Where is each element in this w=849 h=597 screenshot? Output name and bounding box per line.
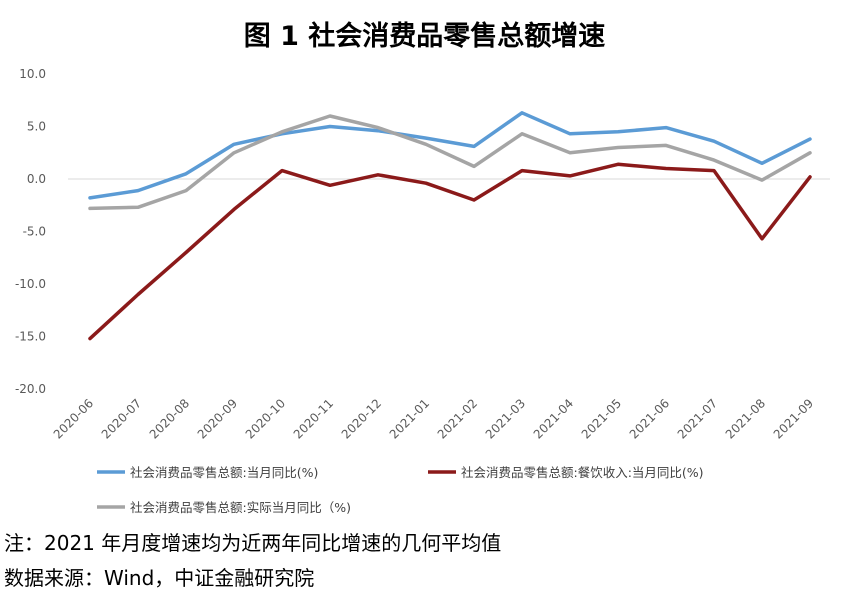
legend: 社会消费品零售总额:当月同比(%) 社会消费品零售总额:餐饮收入:当月同比(%) 社…: [97, 465, 704, 515]
x-tick-label: 2021-01: [387, 396, 432, 441]
y-tick-label: -10.0: [15, 277, 46, 291]
x-tick-label: 2020-11: [291, 396, 336, 441]
y-tick-label: -5.0: [23, 225, 46, 239]
legend-label: 社会消费品零售总额:餐饮收入:当月同比(%): [461, 465, 704, 480]
x-tick-label: 2020-10: [243, 396, 288, 441]
x-tick-label: 2020-09: [195, 396, 240, 441]
y-tick-label: -20.0: [15, 382, 46, 396]
x-tick-label: 2021-07: [675, 396, 720, 441]
series-line: [88, 162, 812, 341]
series-line: [88, 111, 812, 200]
y-tick-label: -15.0: [15, 330, 46, 344]
y-tick-label: 0.0: [27, 172, 46, 186]
footnote: 注：2021 年月度增速均为近两年同比增速的几何平均值: [4, 531, 502, 555]
y-tick-label: 10.0: [19, 67, 46, 81]
data-source-note: 数据来源：Wind，中证金融研究院: [4, 566, 315, 590]
x-tick-label: 2021-08: [723, 396, 768, 441]
x-tick-label: 2021-04: [531, 396, 576, 441]
x-tick-label: 2021-02: [435, 396, 480, 441]
x-tick-label: 2021-06: [627, 396, 672, 441]
chart-title: 图 1 社会消费品零售总额增速: [243, 21, 606, 52]
legend-label: 社会消费品零售总额:当月同比(%): [130, 465, 318, 480]
series-layer: [88, 111, 812, 341]
legend-label: 社会消费品零售总额:实际当月同比（%): [130, 500, 351, 515]
series-line: [88, 114, 812, 211]
x-tick-label: 2021-03: [483, 396, 528, 441]
x-tick-label: 2020-06: [51, 396, 96, 441]
x-tick-label: 2020-12: [339, 396, 384, 441]
x-tick-label: 2021-09: [771, 396, 816, 441]
x-tick-label: 2021-05: [579, 396, 624, 441]
y-tick-label: 5.0: [27, 120, 46, 134]
x-tick-label: 2020-07: [99, 396, 144, 441]
x-tick-label: 2020-08: [147, 396, 192, 441]
